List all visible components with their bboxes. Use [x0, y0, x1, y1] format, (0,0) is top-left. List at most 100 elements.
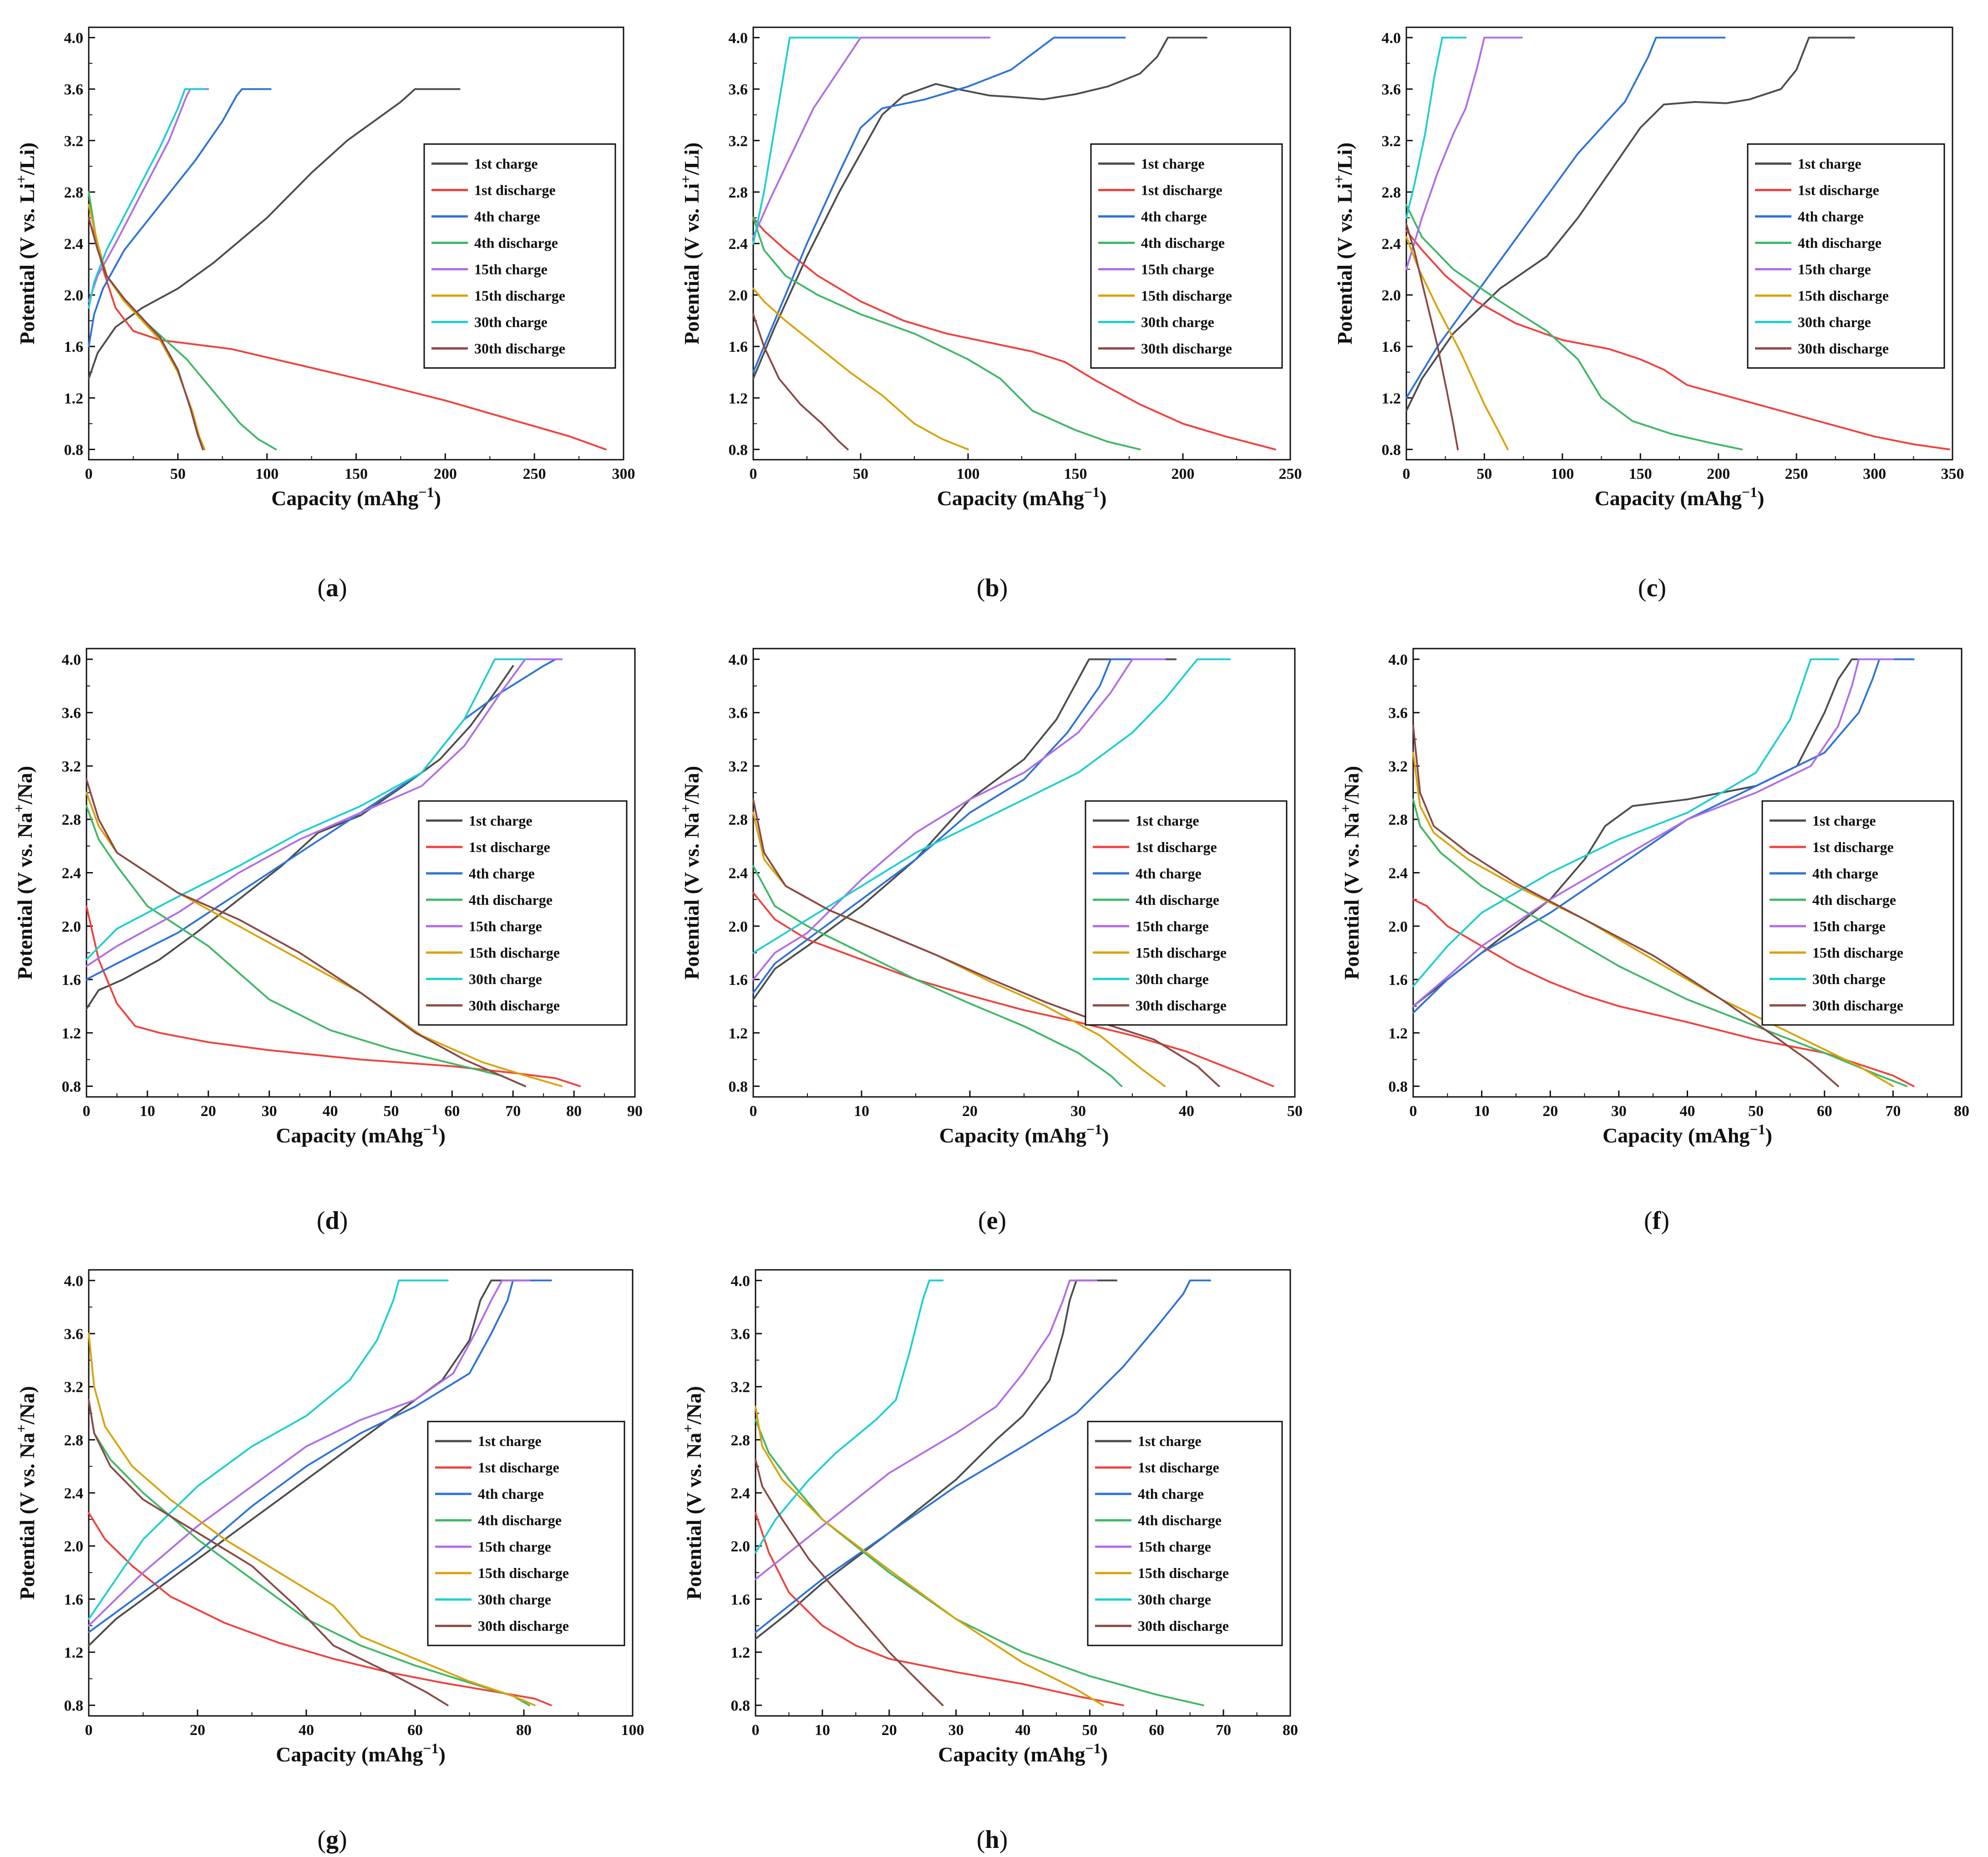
legend-label: 15th charge — [1136, 918, 1209, 934]
series-line-15th-discharge — [86, 792, 563, 1087]
y-tick-label: 2.8 — [729, 812, 748, 828]
legend-label: 30th discharge — [1136, 997, 1227, 1014]
legend-label: 15th charge — [1138, 1538, 1211, 1555]
x-tick-label: 70 — [1885, 1103, 1901, 1120]
series-line-1st-charge — [1405, 36, 1855, 412]
x-axis-title: Capacity (mAhg−1) — [271, 484, 441, 510]
legend-label: 30th charge — [1136, 971, 1209, 987]
legend-label: 30th charge — [1812, 971, 1886, 987]
series-line-4th-discharge — [755, 1419, 1205, 1706]
legend-label: 15th discharge — [1812, 944, 1903, 961]
y-tick-label: 2.8 — [1382, 184, 1401, 201]
x-tick-label: 50 — [1748, 1103, 1764, 1120]
x-axis-title-end: ) — [1757, 487, 1764, 510]
x-tick-label: 150 — [345, 466, 368, 482]
x-tick-label: 60 — [407, 1722, 423, 1739]
legend-label: 4th charge — [474, 208, 540, 225]
y-axis-title: Potential (V vs. Li+/Li) — [13, 142, 39, 345]
series-line-4th-charge — [1405, 36, 1726, 399]
series-line-15th-charge — [88, 1279, 530, 1627]
legend-label: 1st discharge — [1136, 839, 1217, 855]
y-tick-label: 2.0 — [731, 1538, 751, 1555]
series-line-1st-charge — [88, 1279, 520, 1647]
series-line-4th-discharge — [86, 805, 526, 1087]
y-axis-title-end: /Li) — [680, 142, 703, 176]
panel-caption: (b) — [977, 574, 1008, 602]
y-axis-title: Potential (V vs. Li+/Li) — [1330, 142, 1356, 345]
y-tick-label: 2.0 — [729, 918, 748, 935]
y-axis-title-text: Potential (V vs. Na — [13, 812, 36, 979]
x-tick-label: 300 — [612, 466, 635, 482]
panel-caption: (a) — [317, 574, 347, 602]
legend-label: 4th charge — [1141, 208, 1207, 225]
legend-label: 1st charge — [1798, 156, 1861, 172]
legend-label: 30th charge — [469, 971, 542, 987]
x-axis-title-sup: −1 — [423, 1121, 438, 1137]
panel-f: 0 10 20 30 40 50 60 70 80 0.8 1.2 1.6 2.0 2.4 2.8 3.2 3.… — [1337, 648, 1969, 1235]
legend-box — [1085, 800, 1288, 1026]
series-line-30th-charge — [755, 1279, 944, 1554]
panel-c: 0 50 100 150 200 250 300 350 0.8 1.2 1.6 2.0 2.4 2.8 3… — [1330, 26, 1964, 602]
series-line-15th-discharge — [88, 1333, 536, 1706]
y-axis-title-sup: + — [680, 1424, 696, 1432]
x-tick-label: 30 — [948, 1722, 964, 1739]
x-tick-label: 40 — [299, 1722, 314, 1739]
series-line-30th-charge — [752, 36, 860, 244]
series-line-4th-discharge — [1412, 798, 1908, 1087]
x-tick-label: 10 — [1474, 1103, 1490, 1120]
y-tick-label: 1.2 — [729, 1025, 748, 1042]
x-tick-label: 200 — [1172, 466, 1195, 482]
x-axis-title-sup: −1 — [418, 484, 434, 500]
series-line-1st-charge — [1412, 658, 1867, 1007]
y-axis-title-text: Potential (V vs. Na — [680, 812, 703, 979]
panel-d: 0 10 20 30 40 50 60 70 80 90 0.8 1.2 1.6 2.0 2.4 2.8 3.2… — [10, 648, 643, 1235]
y-axis-title-end: /Na) — [15, 1386, 39, 1425]
legend-label: 4th discharge — [469, 892, 553, 908]
x-axis-title-sup: −1 — [1086, 1121, 1102, 1137]
series-line-30th-discharge — [88, 1399, 449, 1706]
legend-label: 30th charge — [1141, 314, 1214, 330]
legend-label: 15th discharge — [474, 288, 565, 304]
y-tick-label: 3.2 — [729, 133, 748, 150]
x-tick-label: 0 — [1403, 466, 1410, 482]
x-axis-title-text: Capacity (mAhg — [276, 1124, 423, 1147]
x-axis-title: Capacity (mAhg−1) — [937, 484, 1107, 510]
y-tick-label: 3.2 — [64, 1379, 84, 1396]
y-tick-label: 1.6 — [729, 339, 748, 355]
x-tick-label: 50 — [383, 1103, 399, 1120]
series-line-1st-discharge — [88, 191, 607, 451]
x-tick-label: 100 — [1551, 466, 1574, 482]
y-axis-title-text: Potential (V vs. Na — [15, 1433, 39, 1600]
panel-e: 0 10 20 30 40 50 0.8 1.2 1.6 2.0 2.4 2.8 3.2 3.6 4.0 1s… — [677, 648, 1303, 1235]
legend-label: 1st charge — [474, 156, 538, 172]
x-axis-title-end: ) — [1765, 1124, 1772, 1147]
series-line-30th-charge — [1412, 658, 1839, 987]
x-tick-label: 10 — [140, 1103, 155, 1120]
y-tick-label: 3.2 — [62, 758, 81, 775]
x-axis-title-sup: −1 — [1084, 484, 1100, 500]
y-tick-label: 0.8 — [729, 1079, 748, 1096]
x-tick-label: 20 — [190, 1722, 205, 1739]
series-line-4th-charge — [88, 1279, 552, 1634]
x-axis-title: Capacity (mAhg−1) — [1595, 484, 1765, 510]
series-line-15th-discharge — [755, 1405, 1104, 1706]
x-tick-label: 350 — [1941, 466, 1964, 482]
x-tick-label: 60 — [444, 1103, 460, 1120]
series-line-30th-charge — [88, 1279, 449, 1620]
legend-label: 1st charge — [469, 812, 532, 829]
y-tick-label: 1.6 — [731, 1591, 751, 1608]
y-tick-label: 1.6 — [1389, 972, 1408, 989]
legend-label: 1st discharge — [1141, 182, 1222, 198]
x-tick-label: 10 — [854, 1103, 869, 1120]
series-line-4th-charge — [88, 88, 272, 348]
legend-label: 4th discharge — [1136, 892, 1219, 908]
x-tick-label: 0 — [85, 1722, 93, 1739]
legend-box — [1090, 143, 1283, 369]
legend-label: 30th discharge — [469, 997, 560, 1014]
panel-caption: (g) — [317, 1826, 347, 1854]
y-tick-label: 0.8 — [1389, 1079, 1408, 1096]
y-tick-label: 1.6 — [64, 1591, 84, 1608]
y-axis-title: Potential (V vs. Na+/Na) — [677, 766, 703, 980]
y-tick-label: 3.6 — [1382, 81, 1401, 98]
x-axis-title-sup: −1 — [423, 1740, 438, 1756]
